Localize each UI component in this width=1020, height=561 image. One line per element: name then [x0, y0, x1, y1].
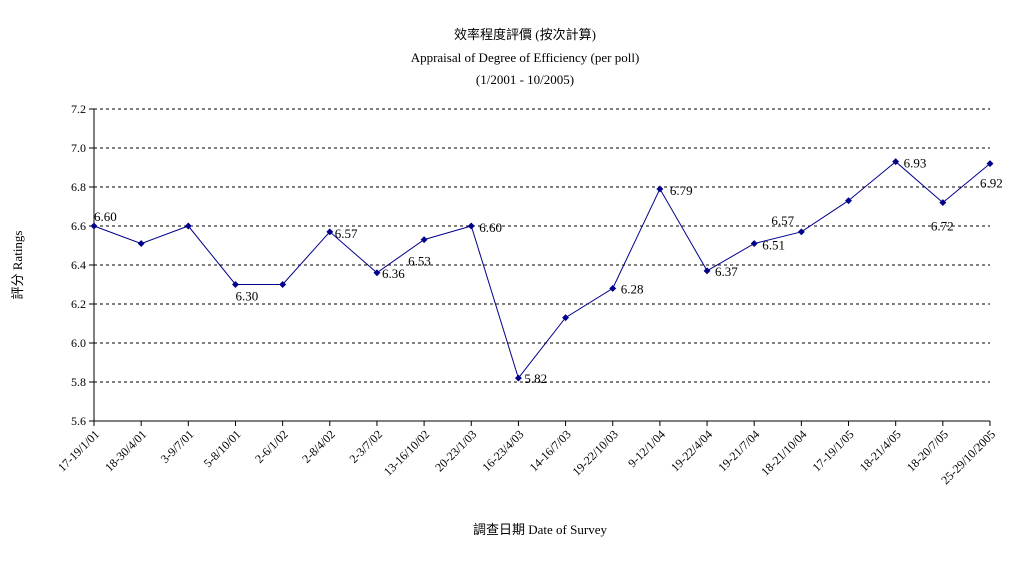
- x-tick-label: 19-22/4/04: [668, 427, 715, 474]
- y-tick-labels: 5.6 5.8 6.0 6.2 6.4 6.6 6.8 7.0 7.2: [71, 102, 86, 428]
- x-tick-label: 2-8/4/02: [299, 427, 338, 466]
- data-point: [892, 158, 900, 166]
- x-tick-label: 18-21/10/04: [758, 427, 809, 478]
- data-point: [609, 284, 617, 292]
- data-label: 6.36: [382, 266, 405, 281]
- x-tick-label: 17-19/1/01: [55, 427, 102, 474]
- x-tick-label: 9-12/1/04: [625, 427, 668, 470]
- x-tick-label: 18-21/4/05: [857, 427, 904, 474]
- x-tick-label: 18-30/4/01: [102, 427, 149, 474]
- data-point: [656, 185, 664, 193]
- data-point: [184, 222, 192, 230]
- y-axis-title: 評分 Ratings: [10, 231, 25, 300]
- data-point: [231, 280, 240, 289]
- x-tick-label: 13-16/10/02: [381, 427, 432, 478]
- y-tick-label: 5.8: [71, 375, 86, 389]
- y-tick-label: 6.8: [71, 180, 86, 194]
- y-tick-label: 7.0: [71, 141, 86, 155]
- data-point: [90, 222, 98, 230]
- data-label: 6.57: [335, 226, 358, 241]
- data-point: [514, 374, 522, 382]
- y-tick-label: 6.0: [71, 336, 86, 350]
- data-point: [420, 236, 428, 244]
- data-label: 6.60: [479, 220, 502, 235]
- data-label: 6.93: [904, 156, 927, 171]
- x-tick-label: 19-22/10/03: [569, 427, 620, 478]
- x-tick-label: 5-8/10/01: [201, 427, 244, 470]
- y-tick-label: 7.2: [71, 102, 86, 116]
- chart-subtitle: Appraisal of Degree of Efficiency (per p…: [411, 50, 640, 65]
- x-tick-label: 18-20/7/05: [904, 427, 951, 474]
- series-points: [90, 158, 994, 382]
- data-labels: 6.60 6.30 6.57 6.366.53 6.60 5.82 6.28 6.79 6.37…: [94, 156, 1003, 386]
- data-point: [279, 280, 287, 289]
- x-tick-label: 19-21/7/04: [715, 427, 762, 474]
- y-tick-label: 5.6: [71, 414, 86, 428]
- y-tick-label: 6.2: [71, 297, 86, 311]
- y-tick-label: 6.4: [71, 258, 86, 272]
- data-point: [326, 228, 334, 236]
- axes: [89, 108, 991, 426]
- x-tick-label: 20-23/1/03: [432, 427, 479, 474]
- data-point: [750, 239, 758, 248]
- data-point: [467, 222, 475, 230]
- x-tick-labels: 17-19/1/01 18-30/4/01 3-9/7/01 5-8/10/01 2-6…: [55, 427, 998, 487]
- data-label: 6.51: [762, 238, 785, 253]
- x-tick-label: 2-3/7/02: [346, 427, 385, 466]
- data-point: [986, 160, 994, 168]
- data-label: 6.60: [94, 209, 117, 224]
- data-point: [703, 267, 711, 275]
- data-label: 6.79: [670, 183, 693, 198]
- y-tick-label: 6.6: [71, 219, 86, 233]
- x-tick-label: 17-19/1/05: [810, 427, 857, 474]
- data-label: 6.28: [621, 281, 644, 296]
- data-label: 5.82: [524, 371, 547, 386]
- data-label: 6.57: [771, 213, 794, 228]
- data-point: [373, 269, 381, 277]
- data-label: 6.37: [715, 264, 738, 279]
- series-polyline: [93, 161, 991, 380]
- chart-title: 效率程度評價 (按次計算): [454, 27, 596, 42]
- x-tick-label: 14-16/7/03: [527, 427, 574, 474]
- data-point: [797, 228, 805, 236]
- gridlines: [94, 108, 990, 383]
- data-point: [939, 199, 947, 207]
- data-point: [844, 197, 853, 205]
- x-axis-title: 調查日期 Date of Survey: [473, 522, 607, 537]
- series-line: [93, 161, 991, 380]
- x-tick-label: 3-9/7/01: [158, 427, 197, 466]
- data-label: 6.30: [235, 289, 258, 304]
- data-point: [562, 314, 570, 322]
- data-label: 6.92: [980, 176, 1003, 191]
- x-tick-label: 16-23/4/03: [479, 427, 526, 474]
- chart-period: (1/2001 - 10/2005): [476, 72, 574, 87]
- data-point: [137, 239, 145, 248]
- data-label: 6.72: [931, 219, 954, 234]
- x-tick-label: 2-6/1/02: [252, 427, 291, 466]
- data-label: 6.53: [408, 254, 431, 269]
